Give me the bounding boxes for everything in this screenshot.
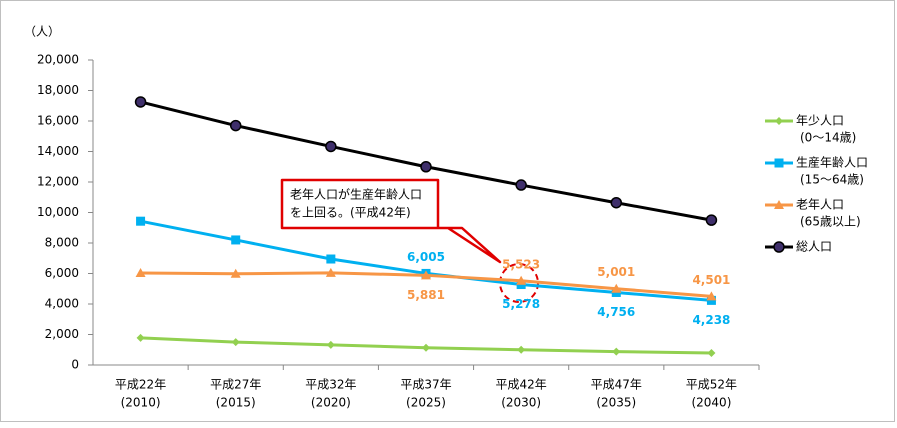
y-tick-label: 0 bbox=[71, 358, 79, 372]
x-tick-label: (2015) bbox=[216, 396, 256, 410]
marker bbox=[325, 267, 336, 277]
x-tick-label: (2010) bbox=[121, 396, 161, 410]
marker bbox=[421, 270, 431, 280]
marker bbox=[517, 345, 526, 354]
data-label: 4,238 bbox=[692, 313, 730, 327]
x-tick-label: 平成47年 bbox=[591, 378, 642, 392]
marker bbox=[422, 343, 430, 352]
y-tick-label: 18,000 bbox=[37, 83, 79, 97]
data-label: 5,523 bbox=[502, 257, 540, 271]
legend-marker bbox=[773, 241, 785, 253]
y-tick-label: 14,000 bbox=[37, 144, 79, 158]
data-label: 5,881 bbox=[407, 288, 445, 302]
legend-label: 年少人口 bbox=[796, 114, 844, 128]
marker bbox=[326, 254, 336, 264]
y-tick-label: 12,000 bbox=[37, 175, 79, 189]
marker bbox=[326, 340, 335, 349]
x-tick-label: 平成42年 bbox=[496, 378, 547, 392]
data-label: 4,756 bbox=[597, 305, 635, 319]
annotation-text: 老年人口が生産年齢人口 bbox=[290, 187, 422, 202]
marker bbox=[325, 140, 337, 153]
x-tick-label: 平成22年 bbox=[115, 378, 166, 392]
data-label: 5,001 bbox=[597, 265, 635, 279]
marker bbox=[515, 179, 527, 191]
callout-box bbox=[280, 178, 502, 264]
y-unit: （人） bbox=[24, 25, 60, 39]
marker bbox=[136, 333, 145, 342]
marker bbox=[611, 283, 622, 293]
x-tick-label: (2035) bbox=[596, 396, 636, 410]
y-tick-label: 10,000 bbox=[37, 205, 79, 219]
legend-marker bbox=[774, 158, 784, 168]
y-tick-label: 4,000 bbox=[45, 297, 79, 311]
x-tick-label: (2020) bbox=[311, 396, 351, 410]
legend-label: 生産年齢人口 bbox=[796, 155, 868, 170]
marker bbox=[612, 347, 621, 356]
data-label: 5,278 bbox=[502, 297, 540, 311]
marker bbox=[136, 216, 146, 226]
x-tick-label: (2025) bbox=[406, 396, 446, 410]
marker bbox=[231, 235, 241, 245]
x-tick-label: (2040) bbox=[691, 396, 731, 410]
y-tick-label: 16,000 bbox=[37, 114, 79, 128]
marker bbox=[706, 295, 716, 305]
legend-sublabel: (15～64歳) bbox=[800, 173, 864, 187]
marker bbox=[516, 275, 527, 285]
marker bbox=[231, 338, 240, 347]
legend-marker bbox=[774, 200, 784, 209]
legend-marker bbox=[775, 117, 783, 125]
x-tick-label: 平成52年 bbox=[686, 378, 737, 392]
y-tick-label: 20,000 bbox=[37, 53, 79, 67]
marker bbox=[135, 268, 146, 278]
x-tick-label: (2030) bbox=[501, 396, 541, 410]
x-tick-label: 平成37年 bbox=[400, 378, 451, 392]
x-tick-label: 平成27年 bbox=[210, 378, 261, 392]
marker bbox=[229, 119, 242, 132]
data-label: 6,005 bbox=[407, 250, 445, 264]
marker bbox=[610, 196, 623, 209]
legend-sublabel: (65歳以上) bbox=[800, 215, 861, 229]
marker bbox=[705, 214, 718, 226]
annotation-text: を上回る。(平成42年) bbox=[290, 206, 411, 220]
y-tick-label: 6,000 bbox=[45, 266, 79, 280]
x-tick-label: 平成32年 bbox=[305, 378, 356, 392]
legend-sublabel: (0～14歳) bbox=[800, 131, 856, 145]
y-tick-label: 2,000 bbox=[45, 327, 79, 341]
y-tick-label: 8,000 bbox=[45, 236, 79, 250]
marker bbox=[706, 291, 717, 301]
legend-label: 老年人口 bbox=[796, 198, 844, 212]
marker bbox=[707, 348, 716, 357]
data-label: 4,501 bbox=[692, 273, 730, 287]
marker bbox=[134, 96, 147, 108]
legend-label: 総人口 bbox=[796, 240, 832, 254]
marker bbox=[420, 161, 432, 173]
marker bbox=[230, 268, 241, 278]
